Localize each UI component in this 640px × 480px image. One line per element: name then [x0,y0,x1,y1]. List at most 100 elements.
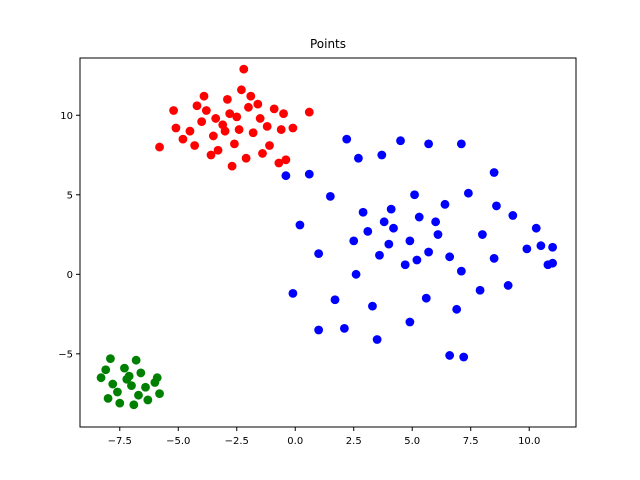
scatter-point [295,220,305,230]
scatter-point [246,91,256,101]
scatter-point [351,269,361,279]
scatter-point [127,381,136,391]
scatter-point [452,304,462,314]
scatter-point [192,101,202,111]
scatter-point [255,114,265,123]
scatter-point [199,91,209,101]
scatter-point [445,351,455,360]
x-tick-label: 2.5 [346,436,362,447]
scatter-point [241,153,251,163]
scatter-point [208,131,218,141]
scatter-point [396,136,405,146]
scatter-point [155,142,164,152]
scatter-point [304,107,314,117]
x-tick-label: −5.0 [166,436,190,447]
scatter-point [101,365,111,375]
scatter-point [489,254,499,263]
scatter-point [211,114,221,123]
scatter-point [225,109,235,119]
scatter-point [276,125,286,134]
scatter-point [377,150,387,160]
scatter-point [124,371,134,381]
scatter-point [543,260,553,270]
scatter-point [113,387,122,397]
scatter-point [384,239,394,249]
scatter-point [314,325,324,335]
scatter-point [456,266,466,276]
scatter-point [503,281,513,290]
scatter-point [440,199,450,209]
scatter-point [143,395,153,405]
scatter-point [405,317,415,327]
scatter-point [185,126,195,136]
scatter-point [106,354,115,364]
scatter-point [548,242,558,252]
scatter-point [412,255,422,265]
scatter-point [414,212,424,222]
y-axis: −5 0 5 10 [58,111,80,360]
scatter-point [201,106,211,115]
scatter-point [463,188,473,198]
scatter-point [363,226,373,236]
scatter-point [475,285,485,295]
scatter-point [459,352,469,362]
scatter-point [421,293,431,303]
scatter-point [213,145,223,155]
scatter-point [325,191,335,201]
scatter-point [410,190,419,200]
scatter-point [456,139,466,149]
scatter-point [508,211,518,220]
scatter-point [169,106,178,115]
scatter-point [281,171,291,181]
scatter-point [265,141,274,150]
scatter-point [368,301,377,311]
scatter-point [405,236,415,246]
scatter-point [103,393,113,403]
scatter-point [279,109,288,119]
scatter-point [400,260,410,270]
scatter-point [152,373,162,383]
scatter-point [253,99,263,109]
scatter-point [222,94,232,104]
scatter-point [372,335,382,344]
scatter-point [478,230,487,239]
scatter-point [155,389,164,398]
points-layer [96,64,558,410]
x-axis: −7.5 −5.0 −2.5 0.0 2.5 5.0 7.5 10.0 [108,427,540,447]
scatter-point [232,112,242,122]
scatter-point [445,252,455,262]
scatter-point [349,236,359,246]
scatter-point [489,168,499,177]
scatter-point [134,390,143,400]
scatter-point [230,139,239,149]
scatter-point [115,398,125,408]
scatter-point [248,128,258,138]
scatter-point [239,64,249,74]
x-tick-label: −7.5 [108,436,132,447]
scatter-point [258,149,267,158]
scatter-point [304,169,314,179]
scatter-point [431,217,441,227]
scatter-point [129,400,139,410]
scatter-point [141,382,150,392]
scatter-point [274,158,284,168]
y-tick-label: 10 [60,111,73,122]
scatter-point [531,223,541,233]
scatter-point [178,134,188,144]
scatter-point [131,355,141,365]
scatter-point [342,134,352,144]
scatter-point [244,102,253,112]
scatter-point [136,368,146,378]
plot-frame [79,57,577,428]
scatter-point [379,217,389,227]
scatter-point [358,207,368,217]
x-tick-label: 5.0 [404,436,420,447]
scatter-point [288,123,298,133]
scatter-point [354,153,363,163]
scatter-point [339,323,349,333]
scatter-point [424,247,434,257]
scatter-point [314,249,324,259]
scatter-point [197,117,207,127]
scatter-point [227,161,237,171]
